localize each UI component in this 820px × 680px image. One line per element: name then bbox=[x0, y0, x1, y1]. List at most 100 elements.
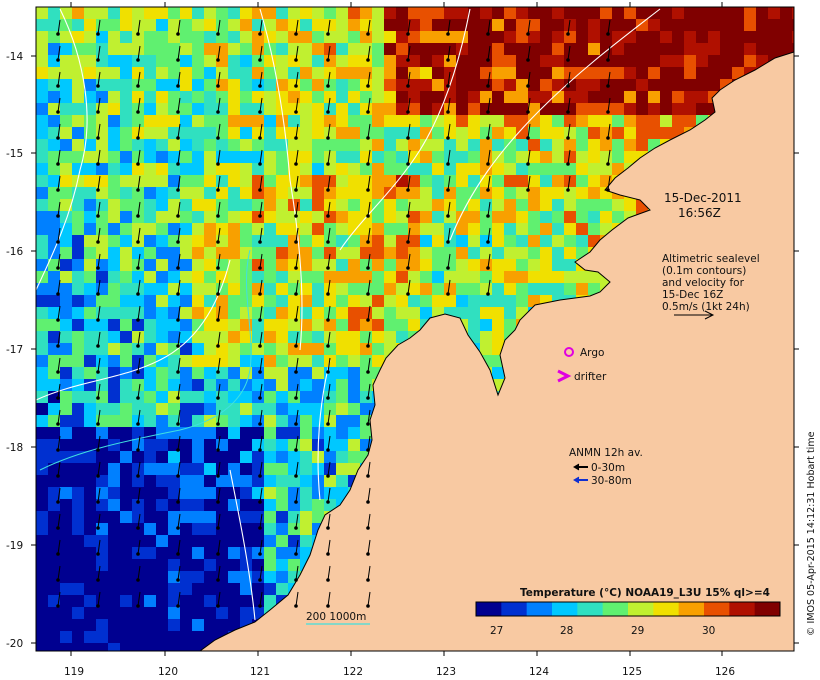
sst-cell bbox=[684, 7, 696, 19]
velocity-arrow-head bbox=[326, 266, 330, 270]
sst-cell bbox=[624, 7, 636, 19]
sst-cell bbox=[36, 427, 48, 439]
sst-cell bbox=[612, 115, 624, 127]
velocity-arrow-head bbox=[136, 188, 140, 192]
velocity-arrow bbox=[137, 149, 141, 165]
sst-cell bbox=[216, 463, 228, 475]
sst-cell bbox=[192, 67, 204, 79]
sst-cell bbox=[108, 619, 120, 631]
sst-cell bbox=[204, 583, 216, 595]
sst-cell bbox=[660, 91, 672, 103]
sst-cell bbox=[96, 223, 108, 235]
sst-cell bbox=[48, 283, 60, 295]
sst-cell bbox=[324, 415, 336, 427]
sst-cell bbox=[324, 127, 336, 139]
sst-cell bbox=[252, 127, 264, 139]
sst-cell bbox=[288, 271, 300, 283]
velocity-arrow-head bbox=[176, 396, 180, 400]
sst-cell bbox=[300, 331, 312, 343]
sst-cell bbox=[240, 151, 252, 163]
sst-cell bbox=[492, 247, 504, 259]
velocity-arrow bbox=[177, 435, 181, 451]
sst-cell bbox=[204, 403, 216, 415]
sst-cell bbox=[444, 235, 456, 247]
sst-cell bbox=[132, 499, 144, 511]
sst-cell bbox=[492, 55, 504, 67]
velocity-arrow-head bbox=[366, 526, 370, 530]
sst-cell bbox=[120, 283, 132, 295]
velocity-arrow bbox=[217, 201, 221, 217]
sst-cell bbox=[288, 259, 300, 271]
sst-cell bbox=[516, 67, 528, 79]
sst-cell bbox=[252, 415, 264, 427]
velocity-arrow-head bbox=[96, 500, 100, 504]
velocity-arrow bbox=[327, 539, 331, 555]
sst-cell bbox=[96, 427, 108, 439]
sst-cell bbox=[156, 91, 168, 103]
sst-cell bbox=[156, 391, 168, 403]
sst-cell bbox=[492, 175, 504, 187]
sst-cell bbox=[120, 355, 132, 367]
sst-cell bbox=[264, 475, 276, 487]
sst-cell bbox=[216, 523, 228, 535]
sst-cell bbox=[288, 343, 300, 355]
velocity-arrow-head bbox=[96, 422, 100, 426]
velocity-arrow-head bbox=[326, 604, 330, 608]
sst-cell bbox=[312, 427, 324, 439]
sst-cell bbox=[408, 67, 420, 79]
sst-cell bbox=[228, 55, 240, 67]
sst-cell bbox=[204, 103, 216, 115]
sst-cell bbox=[228, 19, 240, 31]
sst-cell bbox=[156, 235, 168, 247]
sst-cell bbox=[180, 271, 192, 283]
velocity-arrow bbox=[527, 45, 531, 61]
sst-cell bbox=[60, 127, 72, 139]
sst-cell bbox=[204, 19, 216, 31]
velocity-arrow-head bbox=[96, 32, 100, 36]
sst-cell bbox=[108, 511, 120, 523]
sst-cell bbox=[108, 403, 120, 415]
velocity-arrow bbox=[487, 71, 491, 87]
velocity-arrow-head bbox=[526, 188, 530, 192]
velocity-arrow-head bbox=[96, 188, 100, 192]
sst-cell bbox=[432, 235, 444, 247]
sst-cell bbox=[180, 211, 192, 223]
sst-cell bbox=[60, 283, 72, 295]
sst-cell bbox=[540, 91, 552, 103]
sst-cell bbox=[432, 187, 444, 199]
sst-cell bbox=[300, 211, 312, 223]
velocity-arrow-head bbox=[136, 552, 140, 556]
sst-cell bbox=[108, 199, 120, 211]
velocity-arrow bbox=[295, 97, 299, 113]
anmn-title: ANMN 12h av. bbox=[569, 447, 643, 459]
sst-cell bbox=[36, 547, 48, 559]
sst-cell bbox=[696, 31, 708, 43]
velocity-arrow bbox=[487, 279, 491, 295]
velocity-arrow bbox=[57, 409, 61, 425]
sst-cell bbox=[780, 7, 792, 19]
velocity-arrow-head bbox=[136, 370, 140, 374]
sst-cell bbox=[132, 331, 144, 343]
velocity-arrow-head bbox=[486, 188, 490, 192]
sst-cell bbox=[72, 271, 84, 283]
sst-cell bbox=[120, 643, 132, 651]
sst-cell bbox=[180, 571, 192, 583]
velocity-arrow-head bbox=[136, 448, 140, 452]
sst-cell bbox=[648, 91, 660, 103]
sst-cell bbox=[36, 79, 48, 91]
velocity-arrow-head bbox=[486, 136, 490, 140]
velocity-arrow bbox=[217, 71, 221, 87]
sst-cell bbox=[336, 355, 348, 367]
sst-cell bbox=[192, 307, 204, 319]
sst-cell bbox=[516, 103, 528, 115]
sst-cell bbox=[252, 463, 264, 475]
sst-cell bbox=[228, 271, 240, 283]
colorbar-tick-27: 27 bbox=[490, 625, 503, 637]
sst-cell bbox=[168, 7, 180, 19]
sst-cell bbox=[180, 331, 192, 343]
sst-cell bbox=[144, 235, 156, 247]
sst-cell bbox=[528, 103, 540, 115]
sst-cell bbox=[408, 19, 420, 31]
sst-cell bbox=[204, 115, 216, 127]
